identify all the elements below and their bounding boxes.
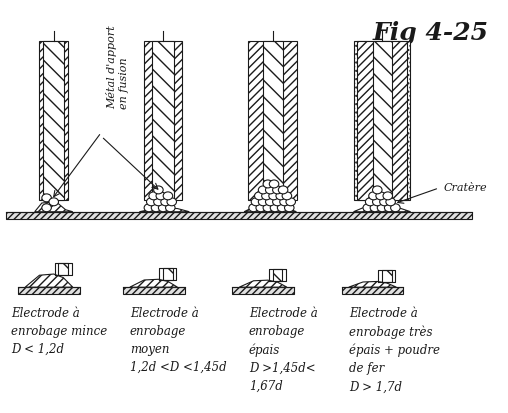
Circle shape xyxy=(273,198,282,206)
Circle shape xyxy=(153,198,163,206)
Bar xyxy=(248,41,297,200)
Bar xyxy=(123,287,184,294)
Circle shape xyxy=(42,204,51,212)
Circle shape xyxy=(263,180,273,188)
Circle shape xyxy=(369,192,378,200)
Polygon shape xyxy=(239,280,287,287)
Bar xyxy=(58,263,68,275)
Bar xyxy=(43,41,65,200)
Circle shape xyxy=(277,204,287,212)
Circle shape xyxy=(249,204,259,212)
Circle shape xyxy=(372,186,382,194)
Bar xyxy=(163,268,173,280)
Text: Electrode à
enrobage
épais
D >1,45d<
1,67d: Electrode à enrobage épais D >1,45d< 1,6… xyxy=(249,307,318,393)
Circle shape xyxy=(266,186,275,194)
Circle shape xyxy=(386,198,395,206)
Text: Electrode à
enrobage
moyen
1,2d <D <1,45d: Electrode à enrobage moyen 1,2d <D <1,45… xyxy=(130,307,227,374)
Bar xyxy=(18,287,80,294)
Bar xyxy=(39,41,68,200)
Circle shape xyxy=(251,198,261,206)
Polygon shape xyxy=(130,279,177,287)
Circle shape xyxy=(42,194,51,202)
Circle shape xyxy=(266,198,275,206)
Circle shape xyxy=(377,204,387,212)
Circle shape xyxy=(370,204,379,212)
Circle shape xyxy=(259,186,268,194)
Bar xyxy=(382,270,392,282)
Circle shape xyxy=(259,198,268,206)
Polygon shape xyxy=(349,281,396,287)
Circle shape xyxy=(286,198,296,206)
Circle shape xyxy=(280,198,289,206)
Bar xyxy=(273,269,282,281)
Circle shape xyxy=(376,192,386,200)
Circle shape xyxy=(255,192,264,200)
Bar xyxy=(152,41,174,200)
Polygon shape xyxy=(35,202,73,212)
Text: Electrode à
enrobage très
épais + poudre
de fer
D > 1,7d: Electrode à enrobage très épais + poudre… xyxy=(349,307,440,394)
Circle shape xyxy=(144,204,153,212)
Bar xyxy=(355,41,409,200)
Circle shape xyxy=(158,204,168,212)
Polygon shape xyxy=(139,208,189,212)
Circle shape xyxy=(391,204,400,212)
Circle shape xyxy=(167,198,176,206)
Polygon shape xyxy=(25,274,73,287)
Bar xyxy=(144,41,182,200)
Circle shape xyxy=(270,204,280,212)
Text: Métal d'apport
en fusion: Métal d'apport en fusion xyxy=(106,25,129,109)
Circle shape xyxy=(273,186,282,194)
Text: Cratère: Cratère xyxy=(444,183,488,193)
Circle shape xyxy=(278,186,288,194)
Circle shape xyxy=(365,198,375,206)
Text: Fig 4-25: Fig 4-25 xyxy=(372,21,489,45)
Circle shape xyxy=(256,204,266,212)
Polygon shape xyxy=(354,207,410,212)
Circle shape xyxy=(163,192,173,200)
Circle shape xyxy=(149,192,158,200)
Text: Electrode à
enrobage mince
D < 1,2d: Electrode à enrobage mince D < 1,2d xyxy=(11,307,107,356)
Circle shape xyxy=(363,204,372,212)
Circle shape xyxy=(263,204,273,212)
Circle shape xyxy=(161,198,170,206)
Circle shape xyxy=(284,204,294,212)
Bar xyxy=(357,41,407,200)
Bar xyxy=(6,212,472,219)
Circle shape xyxy=(269,180,279,188)
Bar xyxy=(263,41,282,200)
Circle shape xyxy=(379,198,389,206)
Bar xyxy=(372,41,392,200)
Bar xyxy=(341,287,403,294)
Circle shape xyxy=(49,198,58,206)
Circle shape xyxy=(262,192,271,200)
Circle shape xyxy=(282,192,292,200)
Circle shape xyxy=(166,204,175,212)
Circle shape xyxy=(372,198,382,206)
Circle shape xyxy=(383,192,393,200)
Bar xyxy=(232,287,294,294)
Polygon shape xyxy=(244,204,296,212)
Circle shape xyxy=(151,204,161,212)
Circle shape xyxy=(153,186,163,194)
Circle shape xyxy=(156,192,166,200)
Circle shape xyxy=(276,192,285,200)
Circle shape xyxy=(146,198,156,206)
Circle shape xyxy=(269,192,278,200)
Circle shape xyxy=(385,204,394,212)
